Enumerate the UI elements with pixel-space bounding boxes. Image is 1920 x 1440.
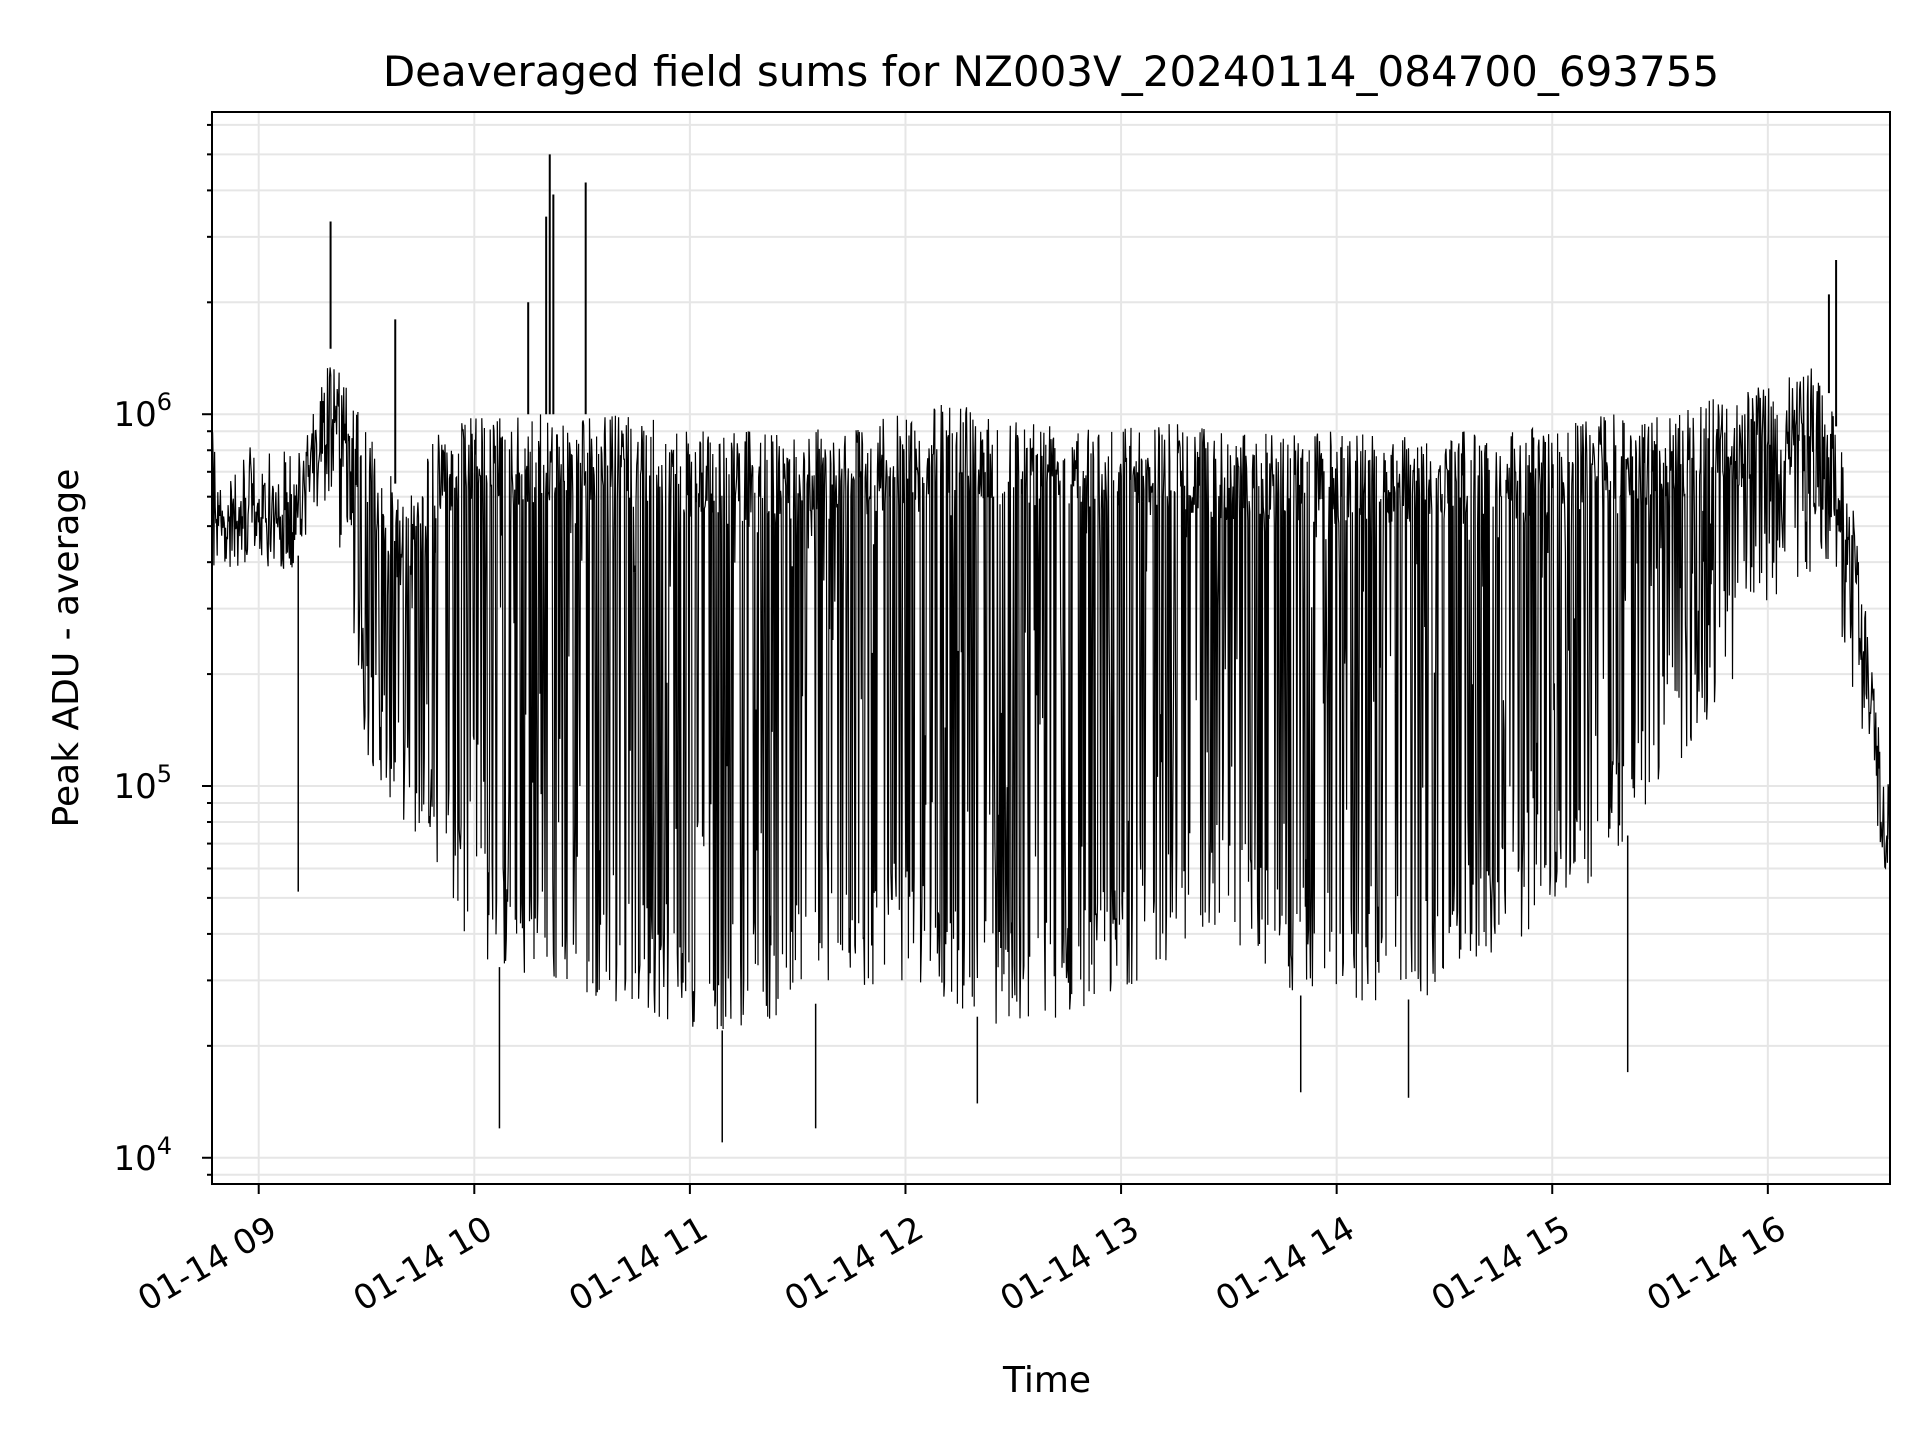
x-tick-label: 01-14 14 (1209, 1209, 1361, 1320)
y-tick-label: 105 (113, 760, 172, 807)
x-tick-label: 01-14 09 (131, 1209, 283, 1320)
y-tick-exponent: 5 (157, 760, 172, 788)
x-tick-label: 01-14 11 (562, 1209, 714, 1320)
y-tick-exponent: 6 (157, 388, 172, 416)
x-tick-label: 01-14 15 (1425, 1209, 1577, 1320)
series (211, 154, 1891, 1143)
y-tick-exponent: 4 (157, 1132, 172, 1160)
series-line (211, 367, 1891, 1030)
y-tick-label: 106 (113, 388, 172, 435)
chart-title: Deaveraged field sums for NZ003V_2024011… (383, 47, 1719, 96)
x-tick-label: 01-14 12 (778, 1209, 930, 1320)
y-tick-label: 104 (113, 1132, 172, 1179)
y-axis-label: Peak ADU - average (46, 469, 87, 828)
x-tick-label: 01-14 10 (347, 1209, 499, 1320)
x-tick-label: 01-14 16 (1640, 1209, 1792, 1320)
plot-frame (211, 111, 1891, 1185)
x-axis-label: Time (1002, 1360, 1091, 1401)
x-tick-label: 01-14 13 (994, 1209, 1146, 1320)
